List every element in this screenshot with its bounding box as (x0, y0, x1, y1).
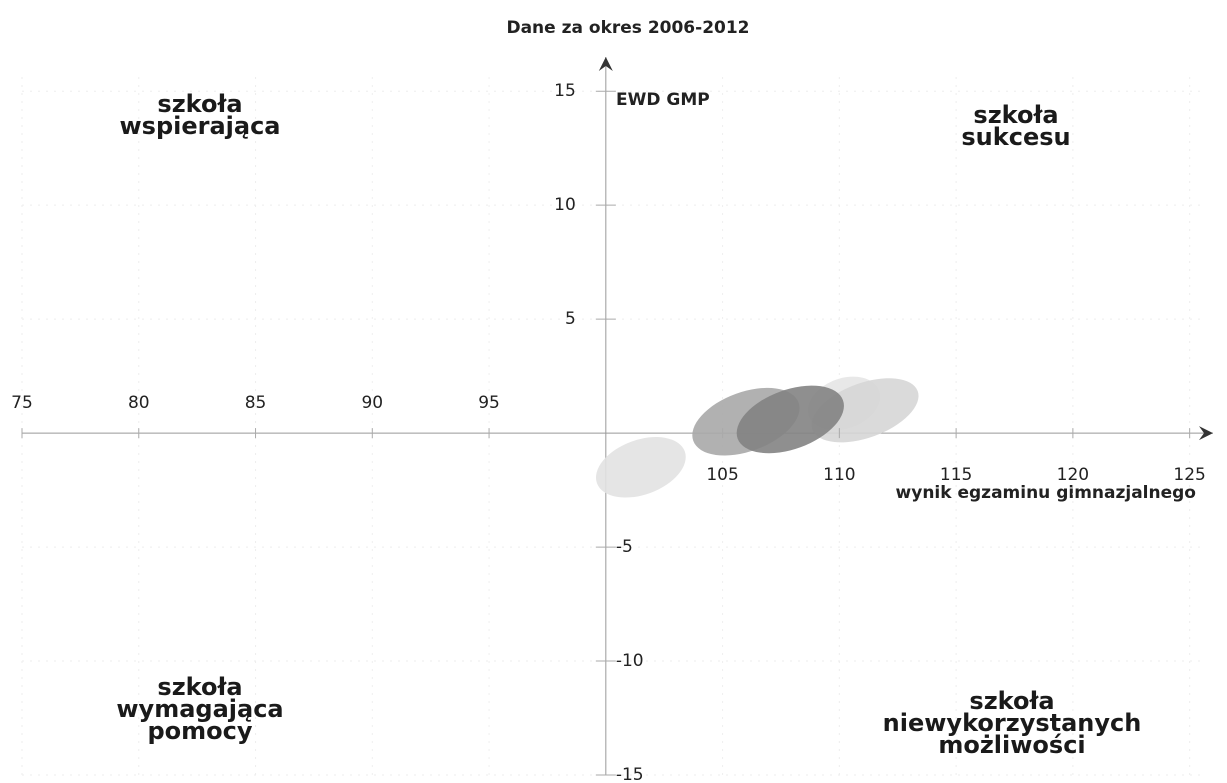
quadrant-label: pomocy (147, 717, 252, 745)
quadrant-label: szkoła (157, 90, 242, 118)
quadrant-label: szkoła (973, 101, 1058, 129)
y-tick-label: -15 (616, 765, 644, 783)
x-tick-label: 75 (11, 393, 33, 413)
x-tick-label: 110 (823, 465, 855, 485)
chart-title: Dane za okres 2006-2012 (506, 18, 749, 38)
quadrant-label: możliwości (938, 731, 1085, 759)
y-axis-arrow (598, 57, 613, 71)
quadrant-label: niewykorzystanych (883, 709, 1142, 737)
ellipse (595, 437, 686, 498)
x-tick-label: 115 (940, 465, 972, 485)
y-tick-label: 10 (554, 195, 576, 215)
x-tick-label: 90 (361, 393, 383, 413)
quadrant-label: sukcesu (961, 123, 1070, 151)
ellipse (736, 385, 844, 454)
quadrant-label: wspierająca (119, 112, 280, 140)
x-tick-label: 125 (1173, 465, 1205, 485)
x-tick-label: 105 (706, 465, 738, 485)
y-tick-label: 5 (565, 309, 576, 329)
y-tick-label: 15 (554, 81, 576, 101)
y-tick-label: -10 (616, 651, 644, 671)
x-tick-label: 80 (128, 393, 150, 413)
quadrant-label: szkoła (969, 687, 1054, 715)
x-tick-label: 85 (245, 393, 267, 413)
y-axis-label: EWD GMP (616, 90, 710, 110)
quadrant-label: wymagająca (116, 695, 283, 723)
x-axis-arrow (1199, 426, 1213, 441)
x-axis-label: wynik egzaminu gimnazjalnego (896, 483, 1196, 503)
quadrant-label: szkoła (157, 673, 242, 701)
x-tick-label: 120 (1057, 465, 1089, 485)
y-tick-label: -5 (616, 537, 633, 557)
x-tick-label: 95 (478, 393, 500, 413)
